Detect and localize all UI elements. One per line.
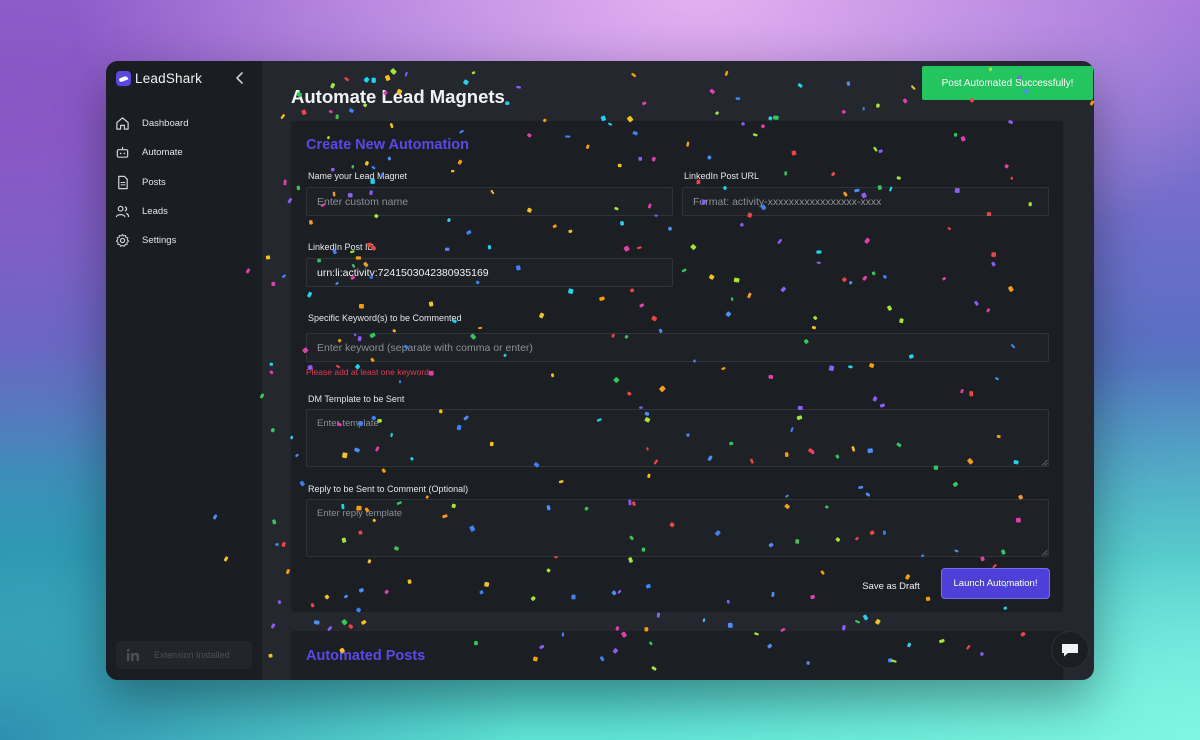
card-title: Automated Posts xyxy=(306,648,426,664)
gear-icon xyxy=(115,234,130,248)
dm-template-label: DM Template to be Sent xyxy=(308,394,405,404)
automated-posts-card: Automated Posts xyxy=(291,631,1063,680)
card-title: Create New Automation xyxy=(306,137,470,153)
document-icon xyxy=(118,175,128,189)
success-toast[interactable]: Post Automated Successfully! xyxy=(922,66,1093,100)
sidebar: LeadShark Dashboard Automate xyxy=(106,61,262,680)
chat-button[interactable] xyxy=(1051,631,1089,669)
launch-automation-button[interactable]: Launch Automation! xyxy=(941,568,1050,599)
brand[interactable]: LeadShark xyxy=(116,70,202,86)
users-icon xyxy=(115,205,130,218)
sidebar-item-leads[interactable]: Leads xyxy=(115,197,188,226)
main-content: Automate Lead Magnets Post Automated Suc… xyxy=(262,61,1094,680)
chat-bubble-icon xyxy=(1062,644,1078,657)
brand-name: LeadShark xyxy=(135,70,203,86)
post-id-label: LinkedIn Post ID xyxy=(308,242,375,252)
resize-grip-icon[interactable] xyxy=(1041,549,1048,556)
keywords-input[interactable] xyxy=(306,333,1049,362)
create-automation-card: Create New Automation Name your Lead Mag… xyxy=(291,121,1063,612)
sidebar-item-label: Posts xyxy=(142,176,166,188)
sidebar-nav: Dashboard Automate Posts xyxy=(115,109,188,255)
extension-status: Extension Installed xyxy=(116,641,252,669)
sidebar-item-posts[interactable]: Posts xyxy=(115,168,188,197)
sidebar-item-automate[interactable]: Automate xyxy=(115,138,188,167)
page-title: Automate Lead Magnets xyxy=(291,86,505,107)
sidebar-item-label: Settings xyxy=(142,235,177,247)
extension-status-label: Extension Installed xyxy=(154,650,230,660)
linkedin-post-id-input[interactable] xyxy=(306,258,673,287)
resize-grip-icon[interactable] xyxy=(1041,459,1048,466)
linkedin-icon xyxy=(126,648,139,661)
sidebar-item-dashboard[interactable]: Dashboard xyxy=(115,109,188,138)
app-window: LeadShark Dashboard Automate xyxy=(106,61,1094,680)
sidebar-item-label: Dashboard xyxy=(142,118,189,130)
post-url-label: LinkedIn Post URL xyxy=(684,171,760,181)
dm-template-textarea[interactable] xyxy=(306,409,1049,467)
chevron-left-icon[interactable] xyxy=(234,71,246,85)
robot-icon xyxy=(116,147,129,159)
reply-template-textarea[interactable] xyxy=(306,499,1049,557)
save-draft-button[interactable]: Save as Draft xyxy=(856,574,926,598)
keywords-label: Specific Keyword(s) to be Commented xyxy=(308,313,462,323)
sidebar-item-label: Leads xyxy=(142,206,168,218)
leadshark-logo-icon xyxy=(116,70,131,86)
linkedin-post-url-input[interactable] xyxy=(682,187,1049,216)
keywords-error: Please add at least one keyword xyxy=(306,367,429,377)
sidebar-item-settings[interactable]: Settings xyxy=(115,226,188,255)
sidebar-item-label: Automate xyxy=(142,147,183,159)
lead-magnet-name-input[interactable] xyxy=(306,187,673,216)
name-label: Name your Lead Magnet xyxy=(308,171,408,181)
home-icon xyxy=(116,117,129,130)
reply-label: Reply to be Sent to Comment (Optional) xyxy=(308,484,469,494)
